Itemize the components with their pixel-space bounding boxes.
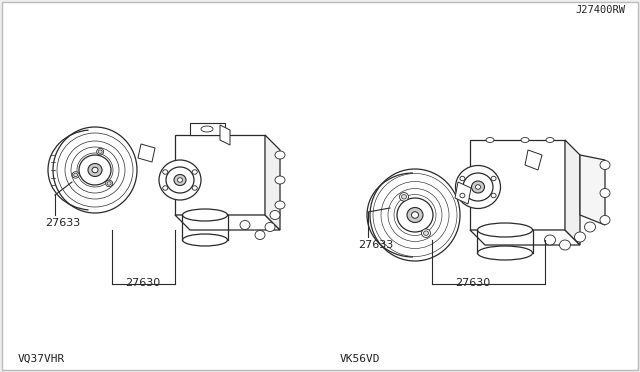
Text: 27633: 27633 (45, 218, 80, 228)
Ellipse shape (72, 171, 79, 178)
Ellipse shape (476, 185, 481, 189)
Ellipse shape (491, 193, 496, 198)
Ellipse shape (600, 215, 610, 224)
Polygon shape (175, 135, 265, 215)
Polygon shape (470, 230, 580, 245)
Ellipse shape (546, 138, 554, 142)
Text: VK56VD: VK56VD (340, 354, 381, 364)
Ellipse shape (575, 232, 586, 242)
Text: 27630: 27630 (125, 278, 161, 288)
Polygon shape (455, 182, 471, 204)
Ellipse shape (163, 186, 168, 190)
Ellipse shape (456, 166, 500, 208)
Ellipse shape (559, 240, 570, 250)
Ellipse shape (275, 151, 285, 159)
Ellipse shape (192, 170, 197, 174)
Ellipse shape (163, 170, 168, 174)
Ellipse shape (486, 138, 494, 142)
Ellipse shape (79, 155, 111, 185)
Ellipse shape (477, 223, 532, 237)
Polygon shape (525, 150, 542, 170)
Ellipse shape (600, 160, 610, 170)
Ellipse shape (463, 173, 493, 201)
Ellipse shape (521, 138, 529, 142)
Ellipse shape (106, 180, 113, 187)
Ellipse shape (477, 246, 532, 260)
Ellipse shape (397, 198, 433, 232)
Ellipse shape (53, 127, 137, 213)
Text: J27400RW: J27400RW (575, 5, 625, 15)
Ellipse shape (97, 148, 104, 155)
Ellipse shape (182, 209, 227, 221)
Ellipse shape (88, 164, 102, 176)
Text: 27633: 27633 (358, 240, 393, 250)
Ellipse shape (174, 174, 186, 186)
Ellipse shape (182, 234, 227, 246)
Ellipse shape (399, 193, 408, 201)
Text: 27630: 27630 (456, 278, 491, 288)
Ellipse shape (255, 231, 265, 240)
Ellipse shape (74, 173, 77, 177)
Ellipse shape (275, 201, 285, 209)
Ellipse shape (240, 221, 250, 230)
Text: VQ37VHR: VQ37VHR (18, 354, 65, 364)
Ellipse shape (407, 208, 423, 222)
Ellipse shape (166, 167, 194, 193)
Ellipse shape (600, 189, 610, 198)
Ellipse shape (159, 160, 201, 200)
Ellipse shape (92, 167, 98, 173)
Polygon shape (580, 155, 605, 225)
Polygon shape (565, 140, 580, 245)
Ellipse shape (177, 178, 182, 182)
Polygon shape (470, 140, 565, 230)
Ellipse shape (545, 235, 556, 245)
Ellipse shape (460, 176, 465, 181)
Ellipse shape (275, 176, 285, 184)
Polygon shape (138, 144, 155, 162)
Ellipse shape (201, 126, 213, 132)
Ellipse shape (460, 193, 465, 198)
Ellipse shape (424, 231, 429, 235)
Ellipse shape (98, 150, 102, 153)
Polygon shape (175, 215, 280, 230)
Polygon shape (190, 123, 225, 135)
Ellipse shape (265, 222, 275, 231)
Ellipse shape (422, 229, 431, 237)
Ellipse shape (472, 181, 484, 193)
Polygon shape (220, 125, 230, 145)
Ellipse shape (584, 222, 595, 232)
Ellipse shape (192, 186, 197, 190)
Ellipse shape (370, 169, 460, 261)
Polygon shape (265, 135, 280, 230)
Ellipse shape (412, 212, 419, 218)
Ellipse shape (491, 176, 496, 181)
Ellipse shape (107, 182, 111, 185)
Ellipse shape (270, 211, 280, 219)
Ellipse shape (401, 195, 406, 199)
